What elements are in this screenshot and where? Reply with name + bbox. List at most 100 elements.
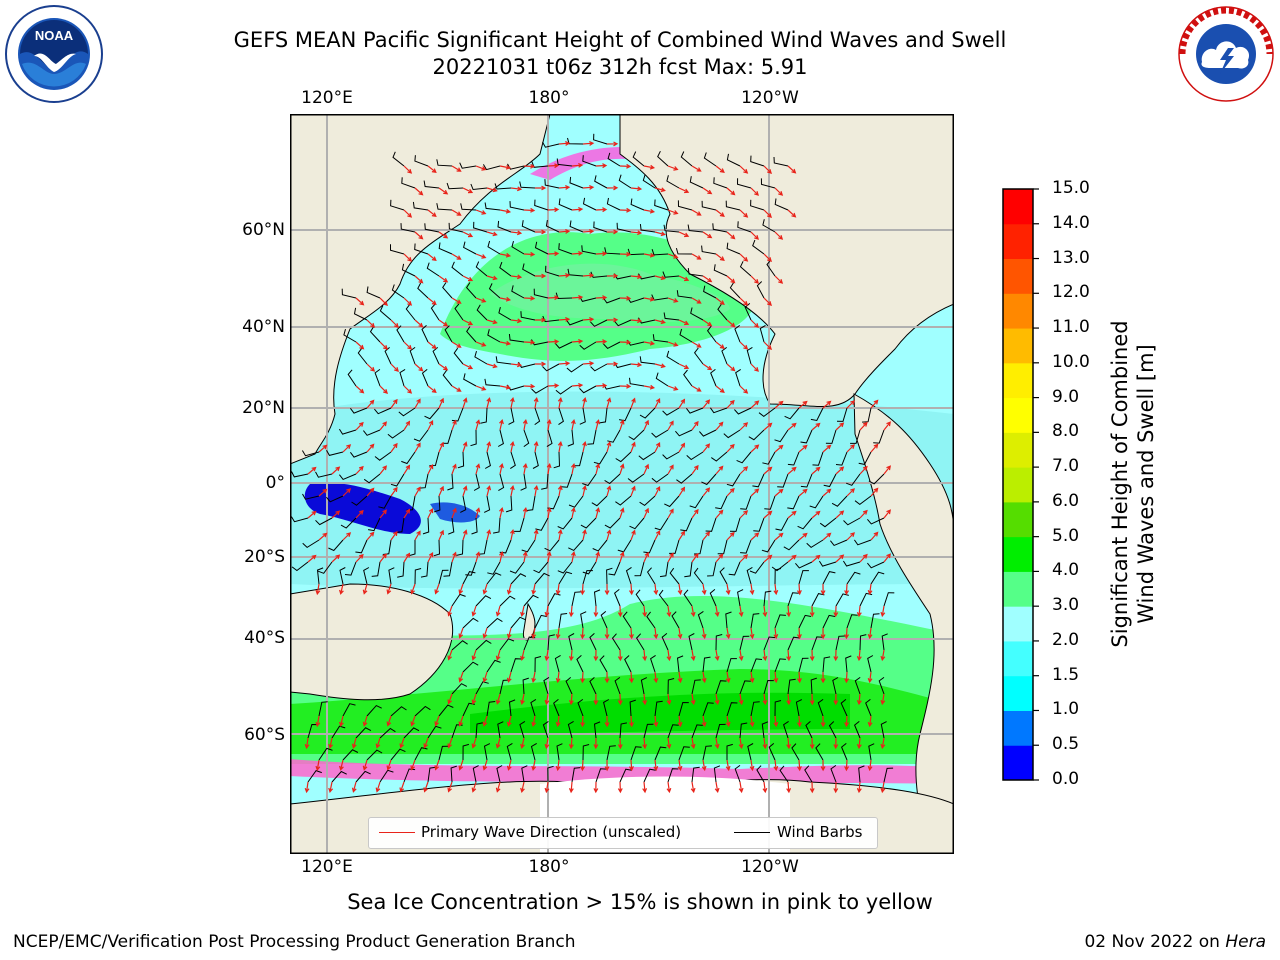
wave-direction-arrow [604,583,610,596]
wind-barb [651,429,669,438]
wave-direction-arrow [726,231,736,240]
wave-direction-arrow [856,781,862,794]
wind-barb [629,377,645,387]
wind-barb [800,429,813,444]
wind-barb [711,451,728,462]
wind-barb [533,561,549,574]
wind-barb [715,723,726,739]
wind-barb [421,369,429,387]
wave-direction-arrow [506,583,512,595]
wind-barb [378,495,392,509]
wind-barb [544,539,560,552]
wave-direction-arrow [739,554,749,563]
chart-title: GEFS MEAN Pacific Significant Height of … [233,28,1007,52]
wave-direction-arrow [462,441,468,453]
wave-direction-arrow [571,162,584,168]
wave-direction-arrow [499,208,512,214]
wind-barb [522,263,536,277]
wave-direction-arrow [667,253,679,259]
wave-direction-arrow [451,551,457,563]
wind-barb [726,242,741,255]
wind-barb [699,429,717,437]
wave-direction-arrow [475,253,487,259]
wave-direction-arrow [555,627,561,640]
wave-direction-arrow [796,715,802,728]
wave-direction-arrow [495,737,501,749]
wave-direction-arrow [750,363,759,372]
colorbar-swatch [1003,467,1033,503]
wind-barb [602,297,621,304]
wave-direction-arrow [438,441,444,453]
wind-barb [764,495,776,510]
wind-barb [355,539,368,554]
wind-barb [779,765,789,783]
wave-direction-arrow [677,671,683,684]
wave-direction-arrow [750,488,760,497]
wind-barb [763,679,774,695]
colorbar-tick-label: 3.0 [1052,595,1080,616]
wave-direction-arrow [351,781,357,793]
wave-direction-arrow [859,421,868,431]
wind-barb [750,613,760,629]
wind-barb [338,428,357,435]
wind-barb [508,407,515,425]
wind-barb [777,473,789,488]
colorbar-tick-label: 12.0 [1052,282,1090,303]
wind-barb [374,451,392,461]
wave-direction-arrow [510,362,523,368]
wave-direction-arrow [403,385,413,394]
wind-barb [444,325,453,343]
wave-direction-arrow [451,419,457,431]
wave-direction-arrow [475,463,481,475]
wave-direction-arrow [486,363,498,369]
wave-direction-arrow [451,385,462,392]
wind-barb [487,561,501,575]
wave-direction-arrow [582,440,587,453]
wind-barb [451,407,464,422]
wind-barb [650,654,656,673]
wind-barb [734,407,752,415]
wave-direction-arrow [355,421,364,431]
wave-direction-arrow [570,462,576,475]
wave-direction-arrow [604,627,610,640]
wave-direction-arrow [331,510,341,519]
wind-barb [683,369,693,387]
wave-direction-arrow [701,715,707,728]
wind-barb [706,325,717,343]
wind-barb [854,676,861,695]
wave-direction-arrow [702,487,711,497]
wave-direction-arrow [375,781,381,793]
wind-barb [763,590,772,607]
wind-barb [721,347,728,365]
wind-barb [591,495,608,507]
wave-direction-arrow [593,781,599,794]
wave-direction-arrow [654,442,661,453]
wind-barb [509,201,525,211]
wind-barb [547,593,561,607]
wave-direction-arrow [533,528,539,541]
wave-direction-arrow [438,397,444,409]
wave-direction-arrow [654,187,666,193]
wind-barb [301,450,320,457]
wind-barb [534,199,549,211]
wave-direction-arrow [835,554,845,563]
wave-direction-arrow [773,671,779,684]
wind-barb [487,329,501,343]
wave-direction-arrow [523,163,536,169]
wind-barb [497,429,504,447]
wave-direction-arrow [390,363,399,372]
wave-direction-arrow [458,759,464,771]
wind-barb [506,742,513,761]
wind-barb [787,451,800,466]
wind-barb [628,429,645,441]
wave-direction-arrow [580,583,586,596]
wind-barb [759,324,766,343]
wave-direction-arrow [555,583,561,596]
wave-direction-arrow [379,385,389,395]
wind-barb [484,451,491,469]
wind-barb [774,198,789,211]
wave-direction-arrow [833,781,839,794]
wave-direction-arrow [617,605,623,618]
wind-barb [761,721,769,739]
wave-direction-arrow [630,362,643,368]
